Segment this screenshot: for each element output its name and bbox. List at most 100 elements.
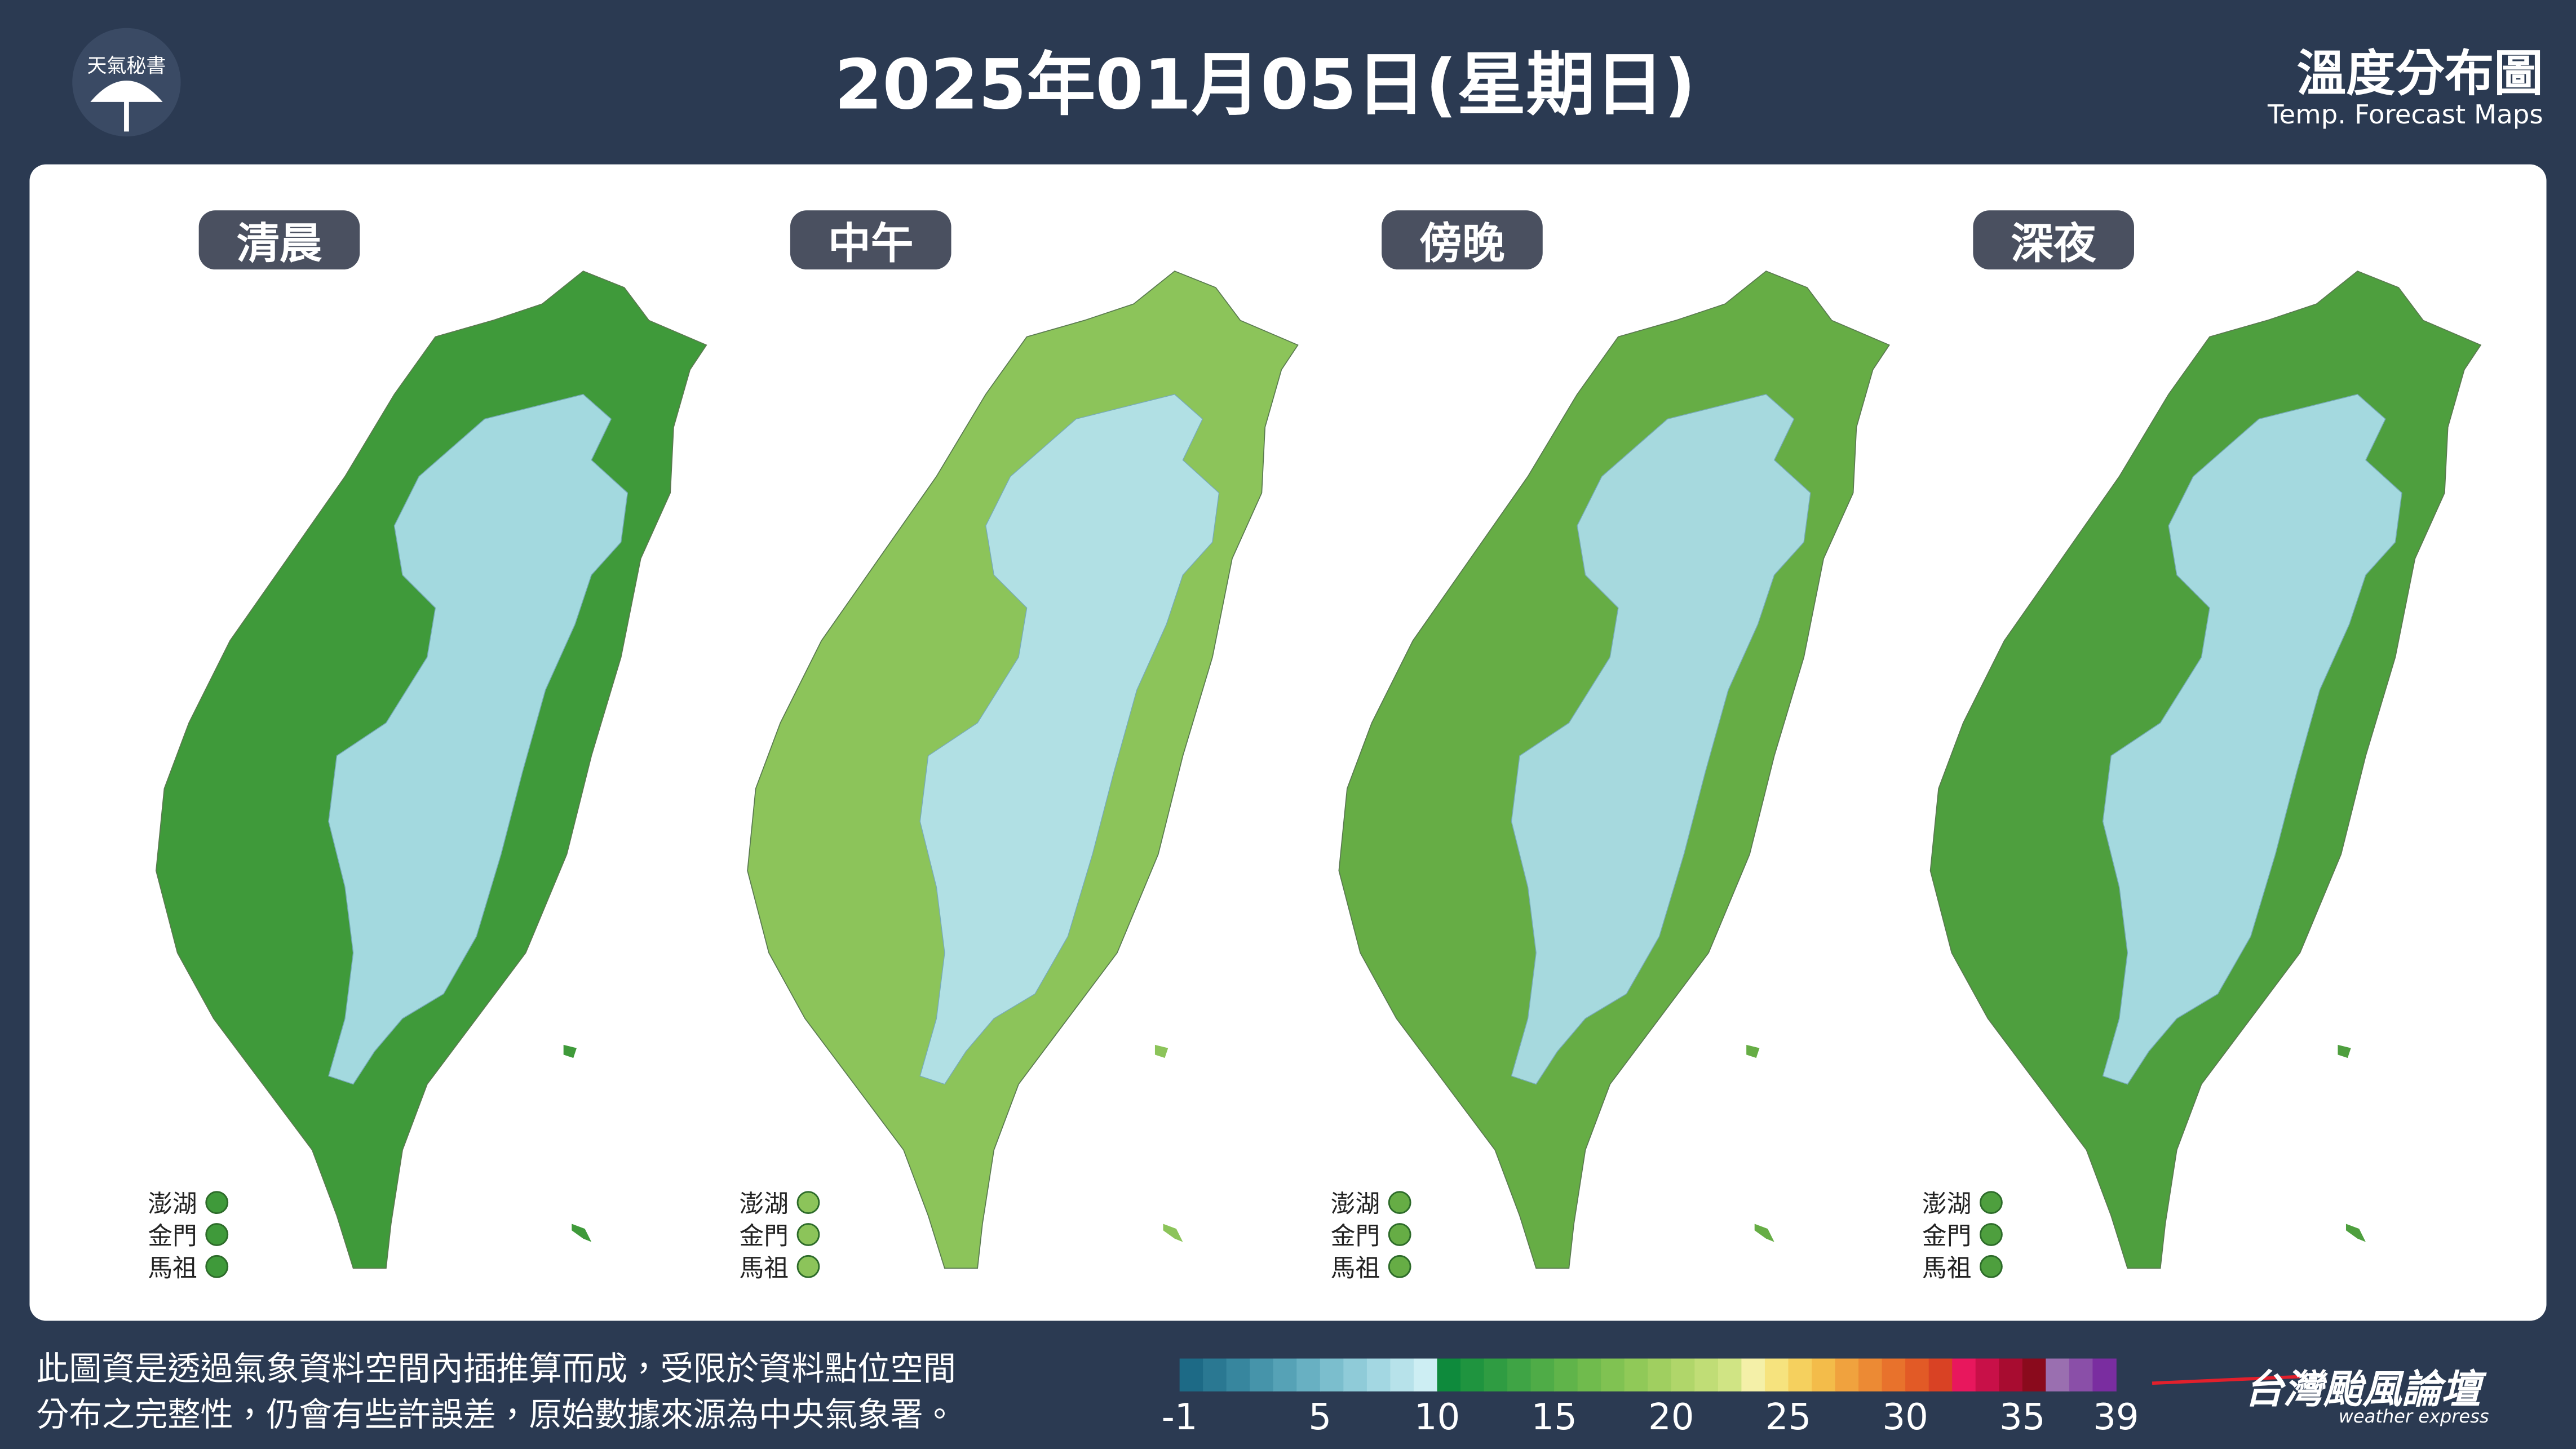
island-name: 馬祖 xyxy=(1922,1254,1971,1283)
time-label: 中午 xyxy=(828,219,914,268)
island-name: 澎湖 xyxy=(1331,1190,1380,1218)
island-dot xyxy=(1980,1191,2003,1215)
title: 2025年01月05日(星期日) xyxy=(834,45,1696,125)
color-swatch xyxy=(1835,1358,1859,1392)
color-swatch xyxy=(1764,1358,1789,1392)
island-dot xyxy=(796,1255,820,1278)
color-swatch xyxy=(1694,1358,1719,1392)
color-swatch xyxy=(1601,1358,1625,1392)
time-label-box xyxy=(790,210,951,270)
cold-area xyxy=(2102,393,2402,1085)
island-name: 金門 xyxy=(148,1222,197,1251)
island xyxy=(1154,1044,1169,1058)
note-line: 分布之完整性，仍會有些許誤差，原始數據來源為中央氣象署。 xyxy=(36,1395,956,1434)
island-name: 澎湖 xyxy=(148,1190,197,1218)
island-dot xyxy=(1980,1223,2003,1246)
colorbar-tick: 5 xyxy=(1308,1396,1331,1438)
colorbar-tick: 20 xyxy=(1648,1396,1694,1438)
island xyxy=(563,1044,577,1058)
time-label-box xyxy=(1973,210,2134,270)
island-dot xyxy=(796,1191,820,1215)
source: 台灣颱風論壇 xyxy=(2244,1367,2487,1412)
note-line: 此圖資是透過氣象資料空間內插推算而成，受限於資料點位空間 xyxy=(36,1349,956,1388)
island-dot xyxy=(205,1255,229,1278)
time-label-box xyxy=(1382,210,1543,270)
island-name: 金門 xyxy=(740,1222,789,1251)
color-swatch xyxy=(1999,1358,2023,1392)
island xyxy=(1746,1044,1760,1058)
island-dot xyxy=(205,1191,229,1215)
colorbar-tick: 39 xyxy=(2093,1396,2139,1438)
island xyxy=(2338,1044,2351,1058)
color-swatch xyxy=(1905,1358,1929,1392)
island-dot xyxy=(1388,1255,1411,1278)
cold-area xyxy=(328,393,628,1085)
color-swatch xyxy=(1484,1358,1508,1392)
time-label: 深夜 xyxy=(2011,219,2096,268)
color-swatch xyxy=(1179,1358,1204,1392)
logo-text: 天氣秘書 xyxy=(87,55,166,77)
cold-area xyxy=(1511,393,1811,1085)
colorbar-tick: -1 xyxy=(1162,1396,1198,1438)
color-swatch xyxy=(1928,1358,1953,1392)
brand-title: 溫度分布圖 xyxy=(2297,45,2543,102)
island-dot xyxy=(1980,1255,2003,1278)
color-swatch xyxy=(1975,1358,2000,1392)
color-swatch xyxy=(1554,1358,1578,1392)
color-swatch xyxy=(1390,1358,1414,1392)
color-swatch xyxy=(1648,1358,1672,1392)
island-name: 澎湖 xyxy=(740,1190,789,1218)
color-swatch xyxy=(1882,1358,1906,1392)
color-swatch xyxy=(2046,1358,2070,1392)
color-swatch xyxy=(1858,1358,1883,1392)
colorbar-tick: 30 xyxy=(1882,1396,1928,1438)
island-name: 馬祖 xyxy=(148,1254,197,1283)
island xyxy=(1754,1224,1774,1242)
color-swatch xyxy=(1273,1358,1298,1392)
island-dot xyxy=(796,1223,820,1246)
color-swatch xyxy=(1226,1358,1251,1392)
colorbar-tick: 35 xyxy=(1999,1396,2046,1438)
color-swatch xyxy=(1437,1358,1461,1392)
island-dot xyxy=(1388,1223,1411,1246)
color-swatch xyxy=(1507,1358,1532,1392)
color-swatch xyxy=(1250,1358,1274,1392)
island xyxy=(572,1224,592,1242)
color-swatch xyxy=(1413,1358,1438,1392)
color-swatch xyxy=(1671,1358,1696,1392)
island-dot xyxy=(205,1223,229,1246)
island-name: 金門 xyxy=(1922,1222,1971,1251)
colorbar-tick: 10 xyxy=(1414,1396,1460,1438)
time-label: 清晨 xyxy=(237,219,322,268)
logo-umbrella xyxy=(90,81,163,102)
color-swatch xyxy=(1530,1358,1555,1392)
time-label-box xyxy=(198,210,360,270)
colorbar: -1 5 10 15 20 25 30 35 39 xyxy=(1162,1358,2139,1438)
color-swatch xyxy=(2022,1358,2047,1392)
color-swatch xyxy=(1343,1358,1367,1392)
cold-area xyxy=(919,393,1220,1085)
color-swatch xyxy=(2069,1358,2093,1392)
colorbar-tick: 15 xyxy=(1531,1396,1577,1438)
color-swatch xyxy=(1320,1358,1344,1392)
color-swatch xyxy=(1952,1358,1976,1392)
source-sub: weather express xyxy=(2339,1406,2489,1427)
island-dot xyxy=(1388,1191,1411,1215)
color-swatch xyxy=(1366,1358,1391,1392)
island-name: 金門 xyxy=(1331,1222,1380,1251)
island xyxy=(2345,1224,2366,1242)
color-swatch xyxy=(2092,1358,2117,1392)
time-label: 傍晚 xyxy=(1419,219,1505,268)
color-swatch xyxy=(1296,1358,1321,1392)
color-swatch xyxy=(1577,1358,1602,1392)
colorbar-tick: 25 xyxy=(1765,1396,1812,1438)
color-swatch xyxy=(1812,1358,1836,1392)
island-name: 馬祖 xyxy=(1331,1254,1380,1283)
